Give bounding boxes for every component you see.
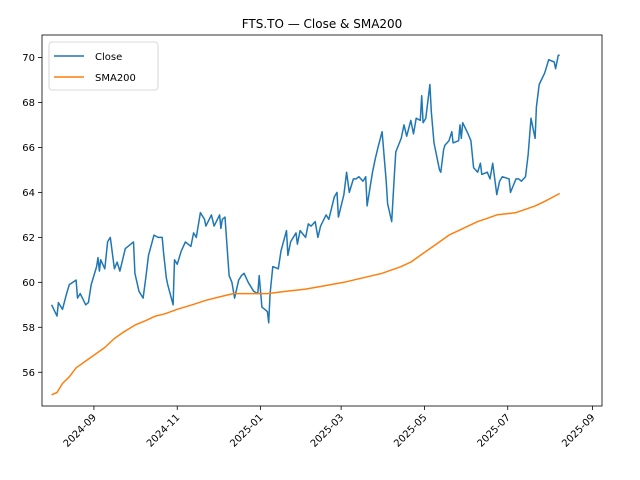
legend-box — [48, 41, 159, 91]
y-tick-label: 70 — [22, 53, 35, 64]
y-axis: 56 58 60 62 64 66 68 70 — [22, 53, 42, 379]
y-tick-label: 66 — [22, 143, 35, 154]
y-tick-label: 68 — [22, 98, 35, 109]
y-tick-label: 64 — [22, 188, 35, 199]
legend: Close SMA200 — [48, 41, 159, 91]
series-layer — [50, 54, 561, 396]
y-tick-label: 62 — [22, 233, 35, 244]
series-line-close — [50, 54, 560, 324]
chart-title: FTS.TO — Close & SMA200 — [242, 17, 403, 31]
y-tick-label: 56 — [22, 368, 35, 379]
legend-label-sma200: SMA200 — [95, 73, 136, 84]
legend-label-close: Close — [95, 52, 122, 63]
plot-frame — [41, 34, 603, 407]
y-tick-label: 60 — [22, 278, 35, 289]
series-line-sma200 — [51, 192, 561, 396]
y-tick-label: 58 — [22, 323, 35, 334]
